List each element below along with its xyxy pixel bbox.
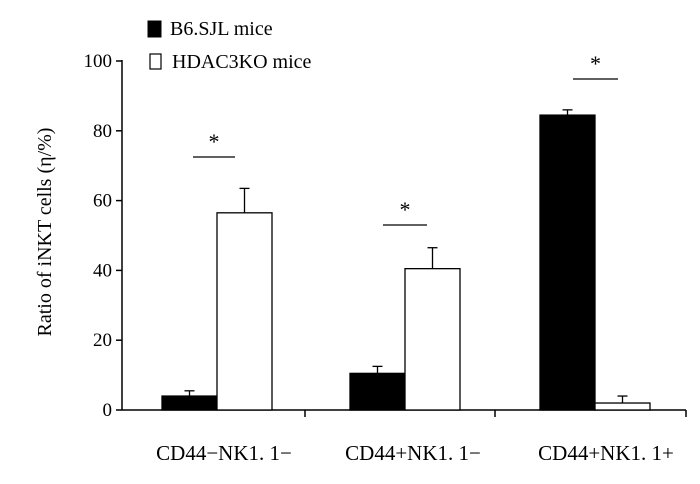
significance-star-1: * bbox=[400, 197, 411, 222]
bar-b6sjl-1 bbox=[349, 372, 406, 411]
bar-b6sjl-0 bbox=[161, 395, 218, 411]
y-tick-label-0: 0 bbox=[103, 400, 113, 421]
y-tick-label-80: 80 bbox=[93, 121, 112, 142]
y-tick-label-100: 100 bbox=[84, 51, 113, 72]
x-ticks bbox=[304, 410, 687, 417]
y-tick-label-20: 20 bbox=[93, 330, 112, 351]
y-tick-label-60: 60 bbox=[93, 191, 112, 212]
legend: B6.SJL mice HDAC3KO mice bbox=[147, 18, 312, 73]
category-label-0: CD44−NK1. 1− bbox=[156, 441, 292, 465]
bar-hdac3ko-0 bbox=[216, 212, 273, 411]
significance-star-2: * bbox=[590, 51, 601, 76]
bars bbox=[161, 114, 651, 411]
error-bars bbox=[184, 109, 628, 404]
significance-markers: * * * bbox=[193, 51, 618, 226]
legend-swatch-b6sjl bbox=[147, 20, 162, 38]
y-tick-label-40: 40 bbox=[93, 260, 112, 281]
legend-swatch-hdac3ko bbox=[149, 53, 162, 70]
bar-hdac3ko-1 bbox=[404, 268, 461, 411]
y-ticks: 0 20 40 60 80 100 bbox=[84, 51, 122, 421]
legend-label-hdac3ko: HDAC3KO mice bbox=[172, 51, 312, 73]
category-label-1: CD44+NK1. 1− bbox=[345, 441, 481, 465]
category-labels: CD44−NK1. 1− CD44+NK1. 1− CD44+NK1. 1+ bbox=[156, 441, 674, 465]
bar-hdac3ko-2 bbox=[594, 402, 651, 411]
category-label-2: CD44+NK1. 1+ bbox=[538, 441, 674, 465]
significance-star-0: * bbox=[209, 129, 220, 154]
legend-label-b6sjl: B6.SJL mice bbox=[170, 18, 273, 40]
y-axis-label: Ratio of iNKT cells (η/%) bbox=[34, 128, 56, 337]
bar-b6sjl-2 bbox=[539, 114, 596, 411]
